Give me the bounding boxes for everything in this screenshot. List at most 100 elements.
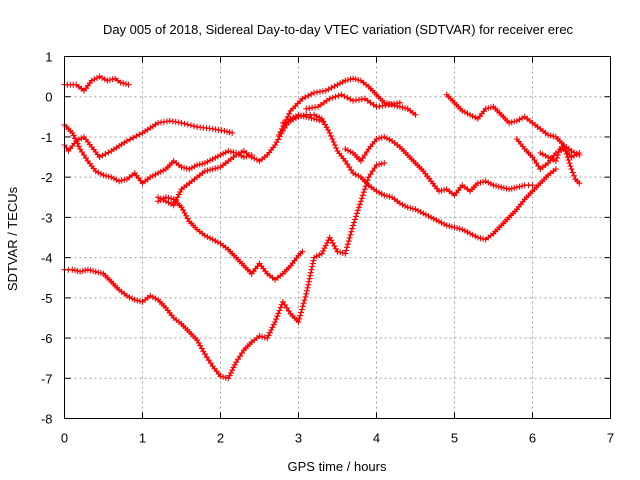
data-point [342,146,349,152]
data-point [269,324,276,331]
data-point [284,113,291,120]
data-point [110,175,117,182]
data-point [503,185,510,192]
y-tick-label: -7 [41,371,53,386]
data-point [152,295,159,302]
data-point [109,76,116,83]
data-point [305,92,312,99]
data-point [545,154,552,161]
data-point [552,158,559,165]
data-point [334,248,341,255]
data-point [567,163,574,170]
data-point [152,171,159,178]
data-point [342,250,349,257]
data-point [331,83,338,90]
data-point [402,105,409,112]
series-arc-8 [276,75,419,138]
data-point [230,364,237,371]
data-point [292,115,299,122]
data-point [69,266,76,273]
series-arc-7 [279,111,559,243]
data-point [459,107,466,114]
data-point [201,160,208,167]
data-point [227,369,234,376]
series-arc-2 [61,117,236,161]
data-point [240,154,247,161]
data-point [571,172,578,179]
data-point [204,233,211,240]
data-point [316,251,323,258]
series-arc-13 [537,142,583,187]
data-point [350,222,357,229]
data-point [108,174,115,181]
data-point [347,148,354,155]
data-point [104,77,111,84]
data-point [302,94,309,101]
data-point [322,87,329,94]
data-point [212,154,219,161]
data-point [555,149,562,155]
data-point [201,232,208,239]
series-arc-3 [61,121,255,187]
data-point [235,150,242,157]
data-point [386,193,393,200]
data-point [306,275,313,282]
data-point [123,292,130,299]
data-point [305,114,312,121]
series-line [157,196,303,281]
data-point [220,373,227,380]
data-point [157,168,164,175]
data-point [251,155,258,162]
data-point [378,190,385,197]
data-point [350,170,357,177]
data-point [113,176,120,183]
data-point [253,156,260,163]
data-point [376,189,383,196]
data-point [227,148,234,155]
data-point [78,135,85,142]
data-point [482,178,489,185]
data-point [79,268,86,274]
x-tick-label: 4 [373,431,380,446]
series-line [446,94,580,156]
series-arc-5 [155,111,325,209]
data-point [333,145,340,151]
data-point [355,172,362,179]
data-point [461,109,468,116]
data-point [359,192,366,199]
data-point [347,231,354,238]
data-point [266,329,273,336]
data-point [91,76,98,83]
data-point [516,116,523,123]
data-point [301,297,308,304]
data-point [222,374,229,381]
data-point [422,211,429,218]
data-point [181,164,188,171]
data-point [420,210,427,217]
data-point [136,298,143,305]
data-point [373,162,380,169]
data-point [407,205,414,211]
data-point [464,229,471,236]
y-tick-label: -6 [41,331,53,346]
data-point [149,294,156,301]
data-point [133,133,140,140]
data-point [344,77,351,83]
data-point [469,113,476,120]
data-point [160,167,167,174]
data-point [224,128,230,135]
data-point [378,134,385,141]
data-point [134,297,141,304]
y-tick-label: -2 [41,170,53,185]
data-point [487,180,494,187]
data-point [344,147,351,154]
data-point [96,73,103,80]
data-point [480,178,487,185]
data-point [334,81,341,88]
data-point [201,168,208,175]
data-point [187,122,194,129]
data-point [273,316,280,323]
data-point [396,99,403,106]
data-point [417,209,424,215]
series-arc-10 [303,91,403,112]
